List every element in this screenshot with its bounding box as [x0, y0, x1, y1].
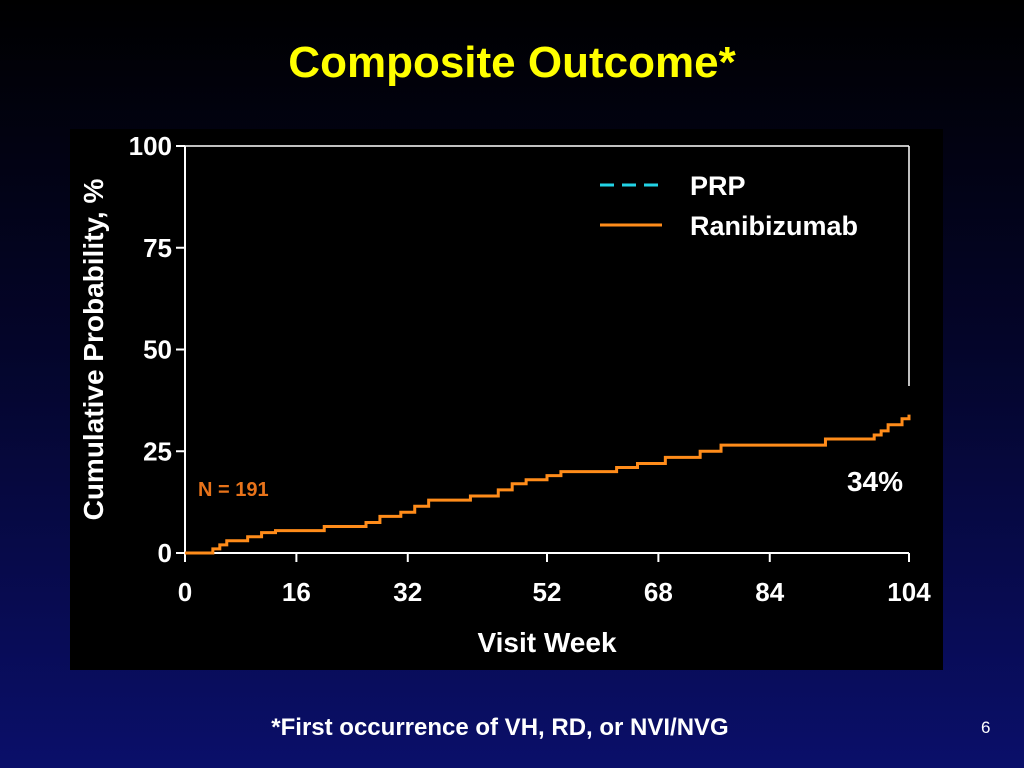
x-tick-label: 52 [533, 577, 562, 607]
y-tick-label: 25 [143, 436, 172, 466]
series-line-ranibizumab [185, 414, 911, 555]
legend-label-prp: PRP [690, 171, 746, 201]
y-tick-label: 100 [129, 131, 172, 161]
x-tick-label: 84 [755, 577, 784, 607]
x-tick-label: 0 [178, 577, 192, 607]
chart-panel: 0 25 50 75 100 0 16 32 52 68 84 104 Visit Week Cumula… [70, 129, 943, 670]
end-value-label: 34% [847, 466, 903, 497]
y-tick-label: 50 [143, 335, 172, 365]
x-tick-label: 104 [887, 577, 931, 607]
legend-label-ranibizumab: Ranibizumab [690, 211, 858, 241]
x-tick-label: 32 [393, 577, 422, 607]
x-tick-label: 68 [644, 577, 673, 607]
y-tick-label: 75 [143, 233, 172, 263]
page-number: 6 [981, 718, 991, 737]
footnote: *First occurrence of VH, RD, or NVI/NVG [271, 714, 729, 741]
slide-title: Composite Outcome* [288, 38, 736, 87]
y-axis-title: Cumulative Probability, % [78, 179, 109, 521]
y-tick-label: 0 [158, 538, 172, 568]
km-chart: 0 25 50 75 100 0 16 32 52 68 84 104 Visit Week Cumula… [78, 131, 931, 658]
x-axis-title: Visit Week [477, 627, 616, 658]
x-tick-label: 16 [282, 577, 311, 607]
n-label: N = 191 [198, 479, 269, 501]
